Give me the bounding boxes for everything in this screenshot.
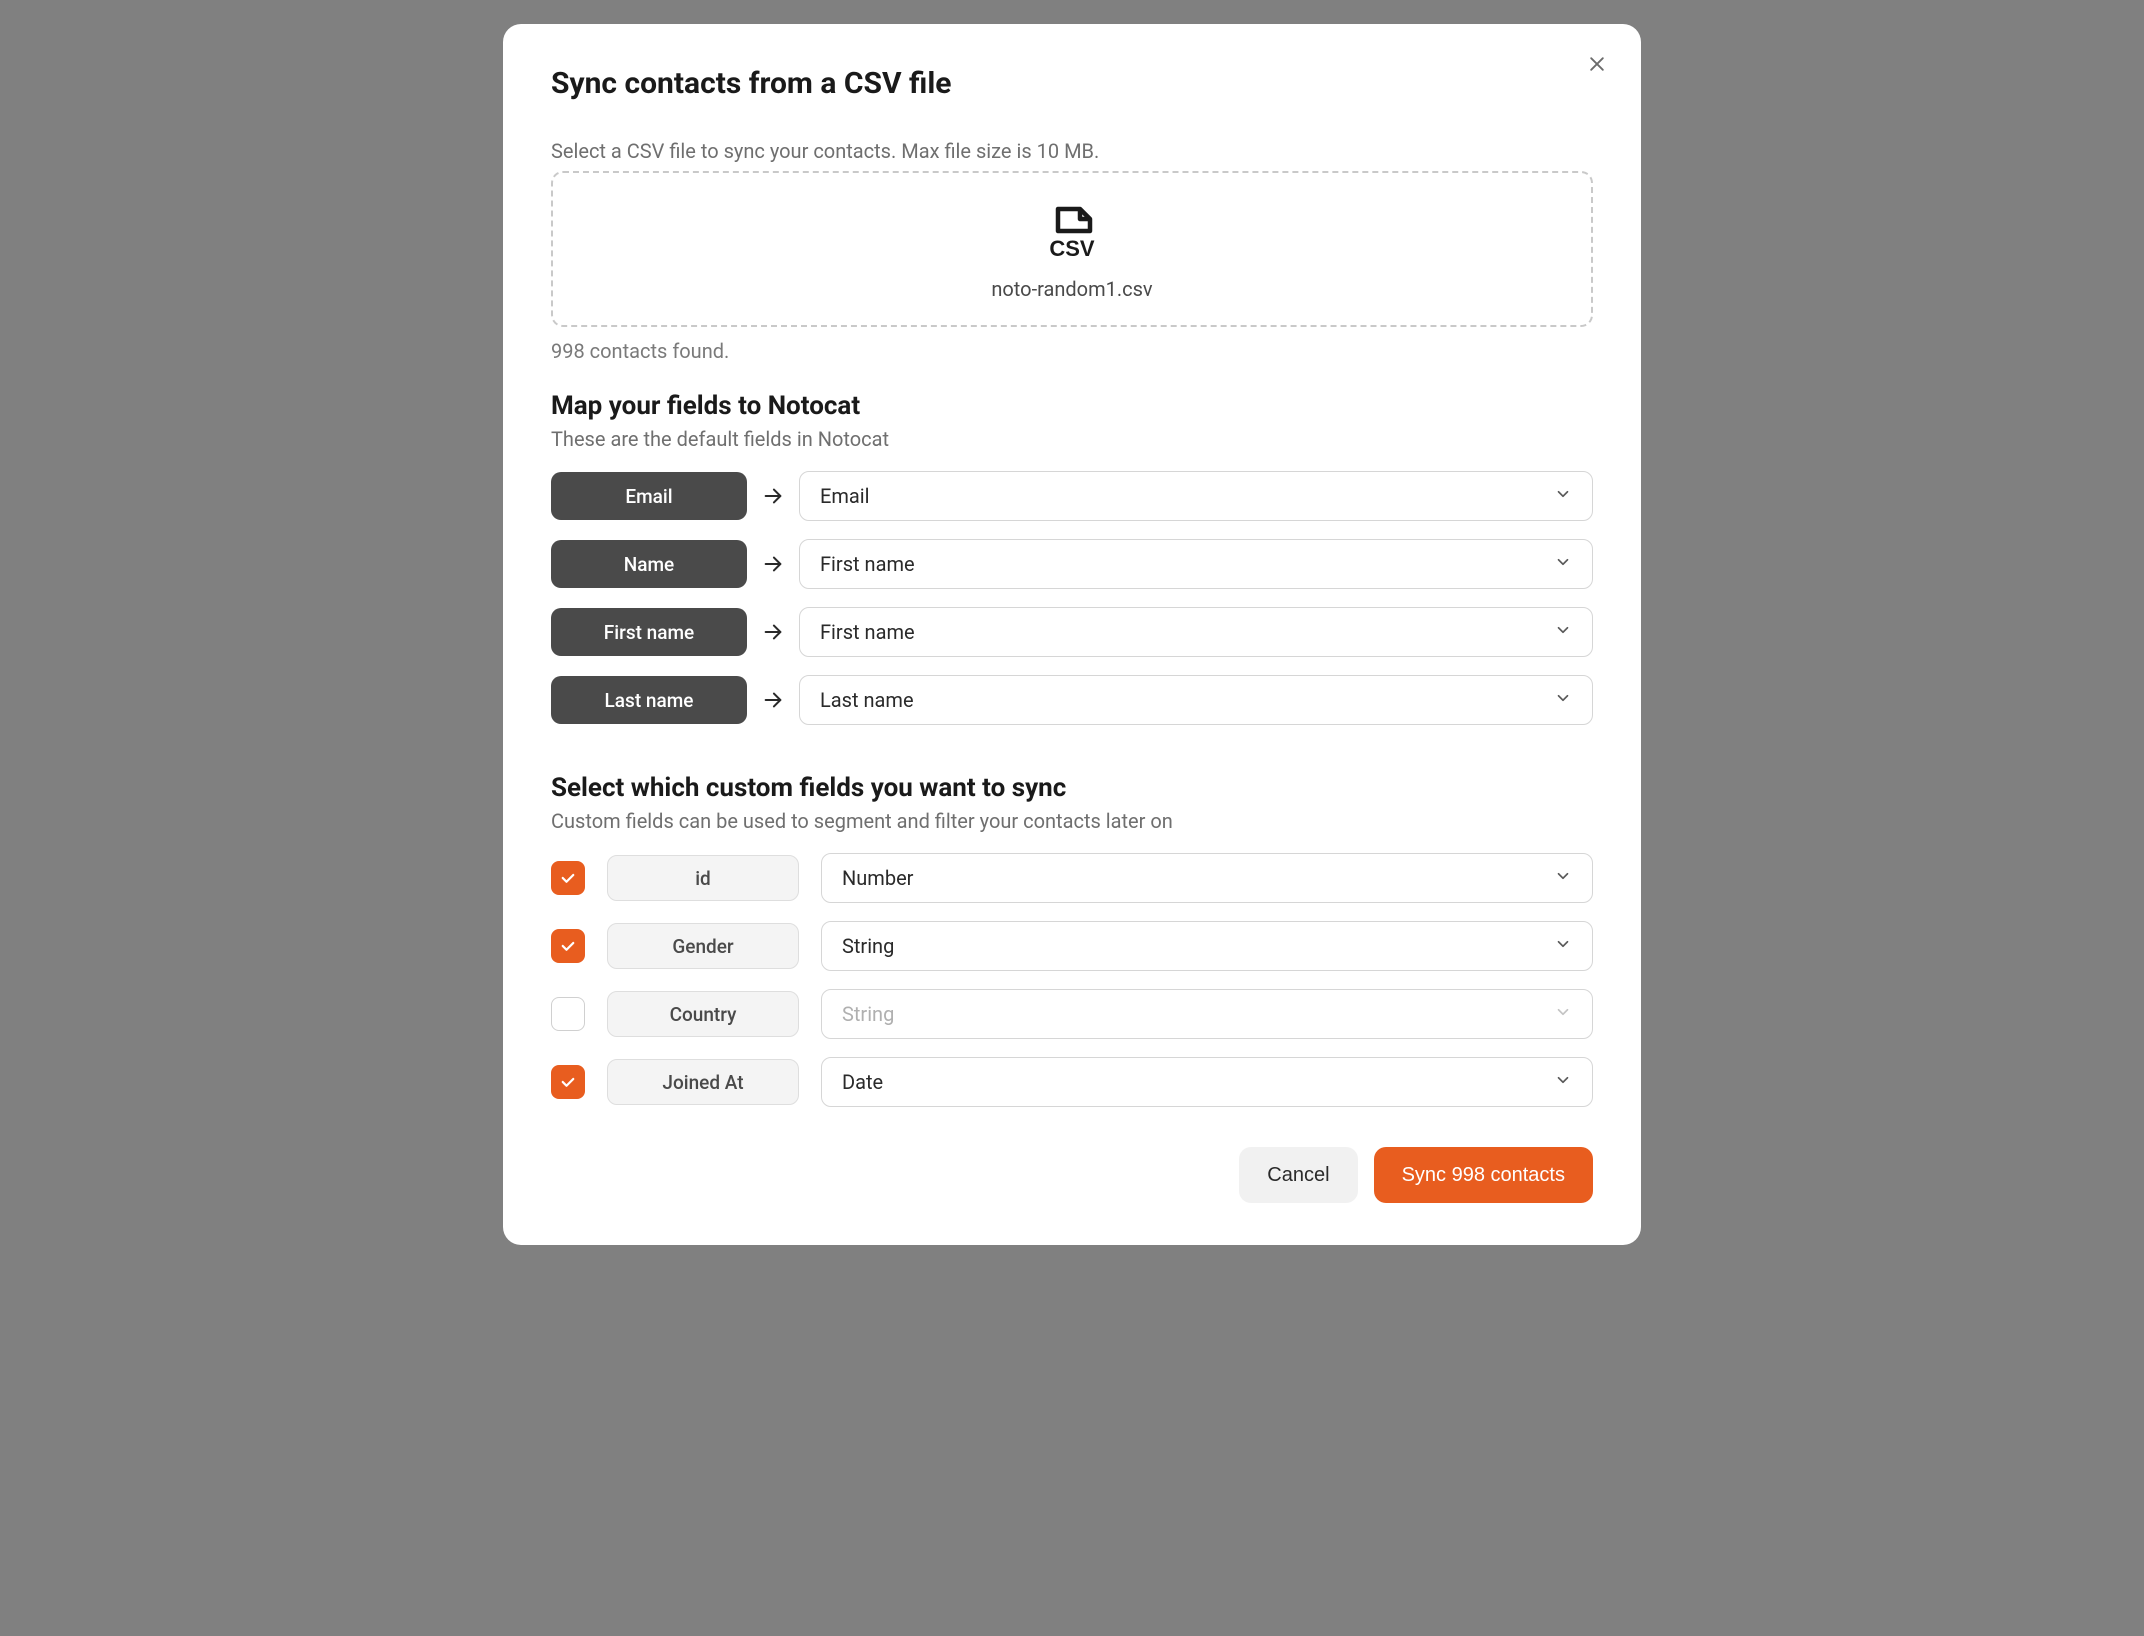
source-field-pill: Last name — [551, 676, 747, 724]
chevron-down-icon — [1554, 1070, 1572, 1094]
close-button[interactable] — [1583, 50, 1611, 78]
custom-field-type-select[interactable]: String — [821, 921, 1593, 971]
arrow-right-icon — [761, 553, 785, 575]
sync-button[interactable]: Sync 998 contacts — [1374, 1147, 1593, 1203]
dialog-title: Sync contacts from a CSV file — [551, 66, 1593, 101]
select-value: First name — [820, 552, 915, 576]
chevron-down-icon — [1554, 866, 1572, 890]
chevron-down-icon — [1554, 552, 1572, 576]
chevron-down-icon — [1554, 620, 1572, 644]
mapping-rows: EmailEmailNameFirst nameFirst nameFirst … — [551, 471, 1593, 725]
target-field-select[interactable]: First name — [799, 539, 1593, 589]
cancel-button[interactable]: Cancel — [1239, 1147, 1357, 1203]
close-icon — [1587, 54, 1607, 74]
uploaded-filename: noto-random1.csv — [991, 277, 1152, 301]
mapping-row: Email Email — [551, 471, 1593, 521]
svg-text:CSV: CSV — [1049, 236, 1095, 261]
dialog-footer: Cancel Sync 998 contacts — [551, 1147, 1593, 1203]
source-field-pill: Email — [551, 472, 747, 520]
mapping-section-title: Map your fields to Notocat — [551, 391, 1593, 421]
target-field-select[interactable]: Last name — [799, 675, 1593, 725]
custom-field-checkbox[interactable] — [551, 997, 585, 1031]
custom-field-row: Gender String — [551, 921, 1593, 971]
arrow-right-icon — [761, 485, 785, 507]
custom-field-row: Country String — [551, 989, 1593, 1039]
mapping-row: First name First name — [551, 607, 1593, 657]
custom-section-subtitle: Custom fields can be used to segment and… — [551, 809, 1593, 833]
custom-rows: id Number Gender String Country String Joined … — [551, 853, 1593, 1107]
custom-field-row: id Number — [551, 853, 1593, 903]
select-value: Date — [842, 1070, 883, 1094]
csv-file-icon: CSV — [1048, 205, 1096, 263]
custom-field-name-pill: Country — [607, 991, 799, 1037]
target-field-select[interactable]: Email — [799, 471, 1593, 521]
custom-field-type-select[interactable]: String — [821, 989, 1593, 1039]
mapping-row: Name First name — [551, 539, 1593, 589]
custom-field-checkbox[interactable] — [551, 929, 585, 963]
custom-field-checkbox[interactable] — [551, 1065, 585, 1099]
source-field-pill: Name — [551, 540, 747, 588]
custom-section-title: Select which custom fields you want to s… — [551, 773, 1593, 803]
custom-field-name-pill: Joined At — [607, 1059, 799, 1105]
chevron-down-icon — [1554, 934, 1572, 958]
mapping-row: Last name Last name — [551, 675, 1593, 725]
chevron-down-icon — [1554, 1002, 1572, 1026]
contacts-found-text: 998 contacts found. — [551, 339, 1593, 363]
custom-field-type-select[interactable]: Date — [821, 1057, 1593, 1107]
dialog-instruction: Select a CSV file to sync your contacts.… — [551, 139, 1593, 163]
sync-contacts-dialog: Sync contacts from a CSV file Select a C… — [503, 24, 1641, 1245]
select-value: First name — [820, 620, 915, 644]
file-dropzone[interactable]: CSV noto-random1.csv — [551, 171, 1593, 327]
custom-field-name-pill: id — [607, 855, 799, 901]
chevron-down-icon — [1554, 688, 1572, 712]
select-value: String — [842, 1002, 894, 1026]
custom-field-type-select[interactable]: Number — [821, 853, 1593, 903]
chevron-down-icon — [1554, 484, 1572, 508]
arrow-right-icon — [761, 621, 785, 643]
custom-field-name-pill: Gender — [607, 923, 799, 969]
custom-field-checkbox[interactable] — [551, 861, 585, 895]
custom-field-row: Joined At Date — [551, 1057, 1593, 1107]
select-value: Number — [842, 866, 913, 890]
target-field-select[interactable]: First name — [799, 607, 1593, 657]
select-value: Email — [820, 484, 870, 508]
arrow-right-icon — [761, 689, 785, 711]
select-value: Last name — [820, 688, 914, 712]
source-field-pill: First name — [551, 608, 747, 656]
mapping-section-subtitle: These are the default fields in Notocat — [551, 427, 1593, 451]
select-value: String — [842, 934, 894, 958]
